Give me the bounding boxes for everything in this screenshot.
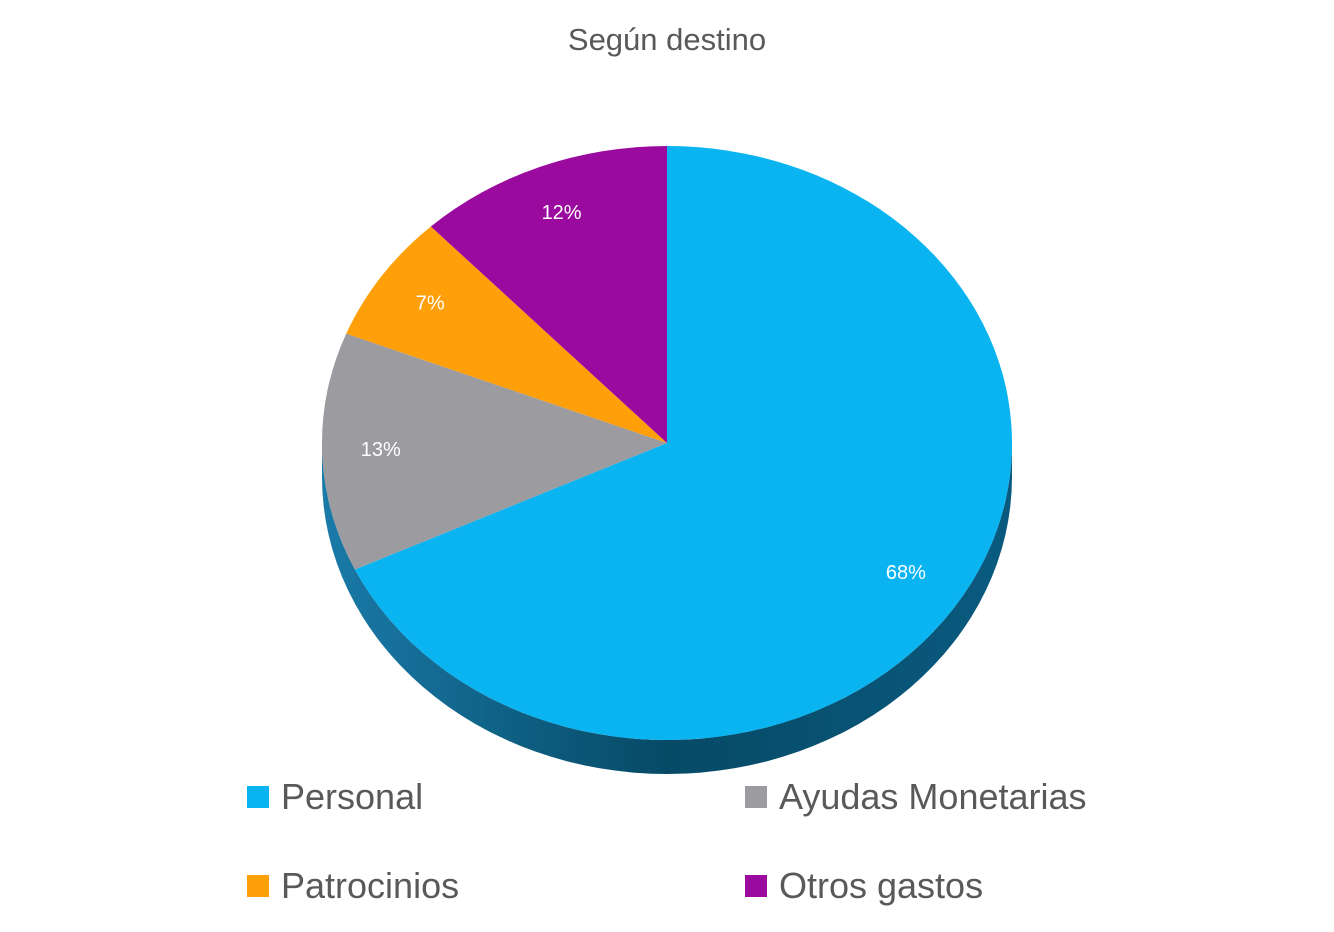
legend-item-patrocinios: Patrocinios — [247, 864, 459, 908]
data-label-ayudas-monetarias: 13% — [361, 439, 401, 461]
pie-slices — [322, 146, 1013, 740]
data-label-patrocinios: 7% — [416, 293, 445, 315]
legend-label-otros-gastos: Otros gastos — [779, 865, 984, 906]
chart-title: Según destino — [567, 22, 767, 57]
data-label-personal: 68% — [886, 562, 926, 584]
pie-slice-ayudas-monetarias — [322, 333, 667, 570]
legend-item-personal: Personal — [247, 775, 423, 819]
data-label-otros-gastos: 12% — [542, 202, 582, 224]
legend-swatch-patrocinios — [247, 875, 269, 897]
legend-item-ayudas-monetarias: Ayudas Monetarias — [745, 775, 1087, 819]
legend-swatch-personal — [247, 786, 269, 808]
legend-label-patrocinios: Patrocinios — [281, 865, 460, 906]
pie-slice-patrocinios — [346, 226, 667, 443]
legend-label-ayudas-monetarias: Ayudas Monetarias — [779, 776, 1087, 817]
pie-slice-personal — [354, 146, 1013, 740]
legend-item-otros-gastos: Otros gastos — [745, 864, 983, 908]
legend-swatch-ayudas-monetarias — [745, 786, 767, 808]
legend-swatch-otros-gastos — [745, 875, 767, 897]
legend-label-personal: Personal — [281, 776, 424, 817]
pie-slice-otros-gastos — [430, 146, 667, 443]
pie-data-labels: 68% 13% 7% 12% — [361, 202, 926, 584]
